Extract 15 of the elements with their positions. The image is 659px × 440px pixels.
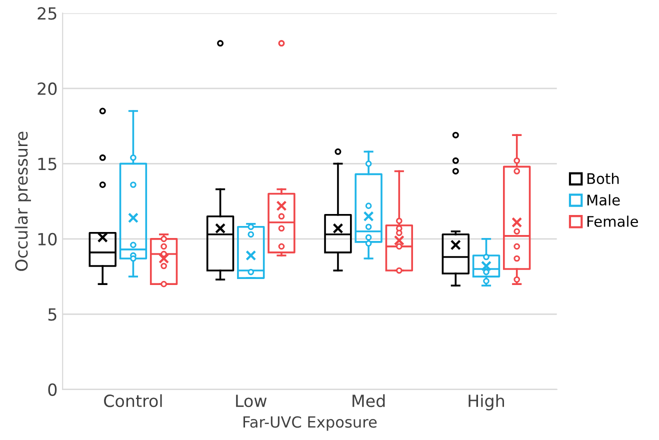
x-tick-label: Low <box>236 394 267 408</box>
legend-label: Female <box>587 216 638 227</box>
x-tick-label: Med <box>352 394 385 408</box>
legend-label: Male <box>587 194 620 206</box>
y-tick-label: 5 <box>48 308 56 321</box>
x-tick-label: High <box>468 394 504 410</box>
y-tick-label: 10 <box>38 232 57 246</box>
y-tick-label: 0 <box>48 383 57 396</box>
y-tick-label: 20 <box>38 82 57 96</box>
legend-label: Both <box>587 172 619 184</box>
y-tick-label: 25 <box>38 7 56 20</box>
y-axis-title: Occular pressure <box>14 132 31 271</box>
y-tick-label: 15 <box>38 158 56 170</box>
x-axis-title: Far-UVC Exposure <box>244 416 377 431</box>
x-tick-label: Control <box>104 394 162 408</box>
